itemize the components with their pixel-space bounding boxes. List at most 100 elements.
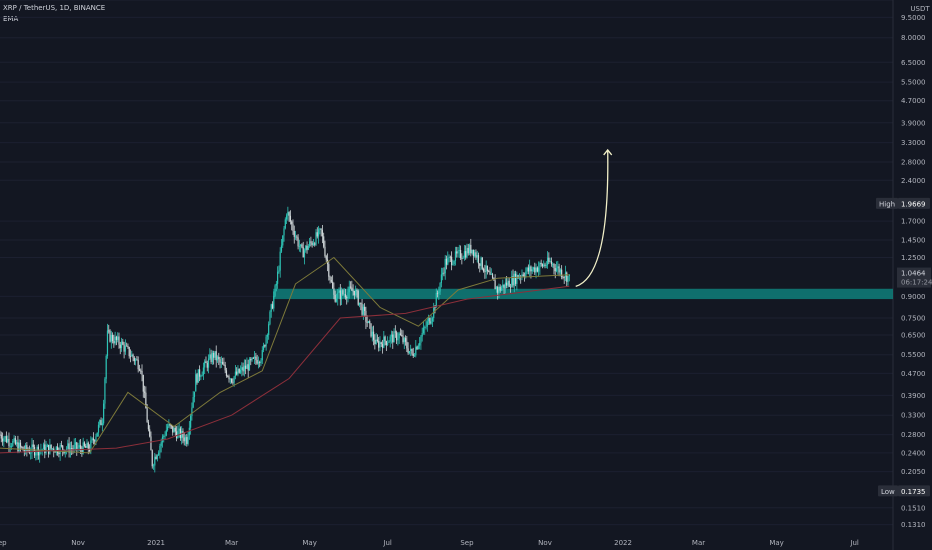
candle-body-397 — [507, 280, 509, 286]
y-tick-label-14: 0.7500 — [901, 315, 926, 323]
candles — [0, 206, 570, 473]
y-tick-label-10: 1.7000 — [901, 218, 926, 226]
x-tick-label-0: Sep — [0, 539, 7, 547]
candle-body-298 — [380, 342, 382, 344]
candle-body-352 — [449, 256, 451, 258]
candle-body-131 — [166, 426, 169, 431]
candle-body-291 — [371, 331, 373, 337]
time-axis[interactable]: Sep Nov 2021 Mar May Jul Sep Nov 2022 Mar May Jul — [0, 539, 859, 547]
candle-body-299 — [381, 343, 384, 348]
candle-body-160 — [204, 361, 206, 368]
candle-body-374 — [477, 255, 480, 264]
y-tick-label-8: 2.8000 — [901, 159, 926, 167]
candle-body-219 — [279, 251, 281, 271]
candle-body-84 — [106, 330, 109, 357]
candle-body-149 — [190, 416, 192, 428]
candle-body-68 — [86, 442, 88, 448]
low-value-text: 0.1735 — [901, 488, 926, 496]
candle-body-99 — [126, 345, 128, 347]
candle-body-329 — [420, 336, 422, 343]
candle-body-15 — [18, 442, 20, 452]
candle-body-270 — [344, 294, 347, 298]
candle-body-133 — [169, 424, 171, 426]
candle-body-16 — [19, 442, 22, 447]
last-price-box — [897, 267, 931, 288]
candle-body-39 — [49, 444, 51, 454]
candle-body-204 — [260, 360, 262, 363]
candle-body-264 — [337, 292, 339, 299]
candle-body-199 — [253, 356, 256, 359]
candle-body-313 — [399, 333, 402, 336]
candle-body-368 — [470, 244, 472, 254]
candle-body-421 — [538, 267, 540, 272]
candle-body-110 — [140, 370, 142, 372]
candle-body-253 — [323, 236, 325, 247]
x-tick-label-8: 2022 — [614, 539, 632, 547]
candle-body-333 — [425, 326, 427, 328]
candle-body-243 — [310, 241, 312, 243]
candle-body-262 — [334, 294, 336, 302]
candle-body-44 — [55, 446, 57, 453]
candle-body-74 — [94, 440, 96, 442]
candle-body-400 — [511, 276, 513, 288]
candle-body-331 — [422, 327, 425, 333]
candle-body-227 — [289, 215, 292, 222]
y-tick-label-24: 0.1310 — [901, 521, 926, 529]
candle-body-444 — [567, 276, 569, 282]
candle-body-121 — [154, 456, 156, 466]
x-tick-label-4: May — [302, 539, 316, 547]
candle-body-25 — [31, 444, 33, 453]
candle-body-369 — [471, 249, 473, 254]
candle-body-417 — [532, 267, 535, 270]
candle-body-428 — [546, 257, 549, 266]
candle-body-252 — [321, 230, 324, 237]
candle-body-62 — [78, 445, 80, 448]
candle-body-11 — [13, 438, 15, 441]
candle-body-237 — [302, 247, 304, 258]
candle-body-154 — [196, 374, 198, 383]
candle-body-409 — [522, 274, 524, 276]
candle-body-72 — [91, 438, 93, 441]
candle-body-187 — [238, 368, 240, 373]
candle-body-334 — [426, 321, 428, 327]
candle-body-164 — [209, 354, 211, 359]
candle-body-211 — [269, 311, 271, 325]
axis-unit: USDT — [910, 5, 930, 13]
candle-body-130 — [165, 430, 167, 436]
candle-body-35 — [44, 444, 46, 454]
candle-body-351 — [448, 256, 450, 258]
candle-body-441 — [563, 276, 565, 278]
grid — [0, 0, 894, 550]
y-tick-label-16: 0.5500 — [901, 351, 926, 359]
candle-body-43 — [54, 451, 56, 453]
candle-body-356 — [454, 251, 457, 262]
candle-body-303 — [387, 342, 389, 345]
candle-body-91 — [115, 336, 118, 340]
candle-body-119 — [151, 450, 153, 467]
candle-body-190 — [242, 367, 244, 372]
x-tick-label-11: Jul — [849, 539, 859, 547]
y-tick-label-18: 0.3900 — [901, 392, 926, 400]
y-tick-label-2: 8.0000 — [901, 34, 926, 42]
candle-body-193 — [246, 364, 248, 369]
candle-body-208 — [265, 336, 267, 347]
candle-body-123 — [156, 455, 158, 460]
candle-body-58 — [73, 444, 75, 450]
x-tick-label-2: 2021 — [147, 539, 165, 547]
candle-body-177 — [225, 370, 228, 376]
candle-body-309 — [394, 331, 396, 333]
high-value-text: 1.9669 — [901, 200, 926, 208]
candle-body-109 — [138, 369, 141, 371]
candle-body-275 — [351, 287, 353, 291]
candle-body-347 — [443, 272, 445, 274]
candle-body-370 — [472, 249, 474, 257]
candle-body-115 — [146, 408, 148, 423]
indicator-label[interactable]: EMA — [3, 15, 19, 23]
candle-body-159 — [202, 367, 205, 375]
candle-body-221 — [282, 235, 284, 246]
x-tick-label-6: Sep — [460, 539, 474, 547]
y-tick-label-17: 0.4700 — [901, 370, 926, 378]
symbol-line: XRP / TetherUS, 1D, BINANCE — [3, 4, 106, 12]
